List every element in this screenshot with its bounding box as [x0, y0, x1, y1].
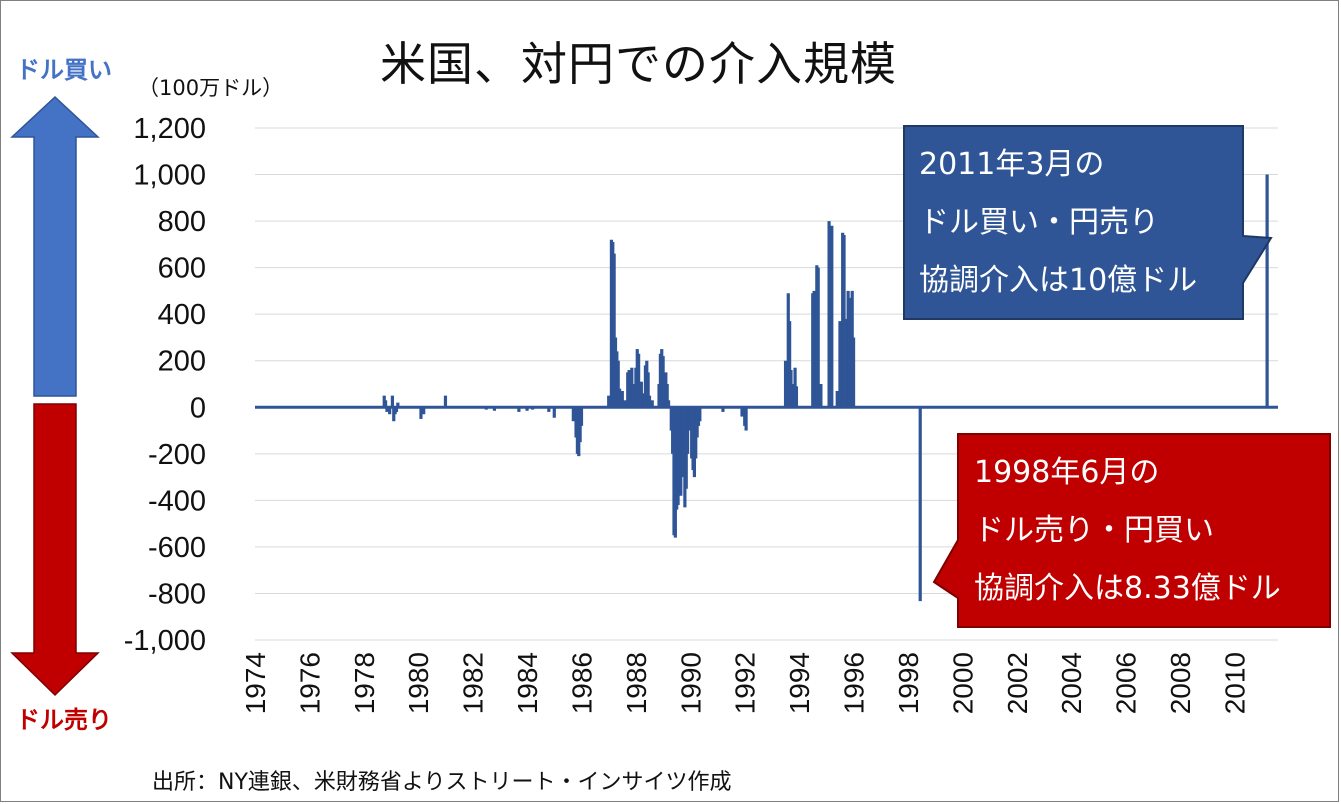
- dollar-sell-arrow: [10, 403, 100, 697]
- x-tick-label: 1980: [403, 652, 434, 714]
- x-axis-ticks: 1974 1976 1978 1980 1982 1984 1986 1988 1990 1992…: [240, 652, 1250, 714]
- annotation-line: ドル売り・円買い: [974, 513, 1214, 548]
- y-tick-label: 0: [190, 392, 206, 424]
- x-tick-label: 2006: [1111, 652, 1142, 714]
- y-tick-label: 600: [158, 253, 206, 285]
- callout-2011-shape: [903, 125, 1273, 320]
- y-tick-label: 1,200: [133, 113, 206, 145]
- annotation-1998-sell: 1998年6月の ドル売り・円買い 協調介入は8.33億ドル: [958, 435, 1330, 627]
- x-tick-label: 1976: [294, 652, 325, 714]
- y-tick-label: -800: [148, 578, 206, 610]
- annotation-line: 協調介入は10億ドル: [919, 263, 1198, 298]
- annotation-line: 2011年3月の: [919, 147, 1105, 182]
- callout-1998-shape: [932, 433, 1331, 628]
- x-tick-label: 1998: [893, 652, 924, 714]
- dollar-buy-label: ドル買い: [16, 56, 112, 84]
- dollar-sell-label: ドル売り: [16, 706, 112, 734]
- x-tick-label: 1996: [839, 652, 870, 714]
- intervention-series: [255, 174, 1278, 602]
- annotation-line: 協調介入は8.33億ドル: [974, 571, 1281, 606]
- x-tick-label: 1988: [621, 652, 652, 714]
- unit-label: （100万ドル）: [138, 76, 284, 100]
- y-tick-label: -600: [148, 532, 206, 564]
- direction-arrows: [10, 95, 100, 697]
- y-tick-label: 1,000: [133, 160, 206, 192]
- x-tick-label: 1986: [566, 652, 597, 714]
- x-tick-label: 2002: [1002, 652, 1033, 714]
- annotation-line: ドル買い・円売り: [919, 205, 1159, 240]
- y-tick-label: -400: [148, 485, 206, 517]
- annotation-2011-buy: 2011年3月の ドル買い・円売り 協調介入は10億ドル: [903, 127, 1243, 319]
- source-note: 出所：NY連銀、米財務省よりストリート・インサイツ作成: [152, 770, 732, 795]
- x-tick-label: 2004: [1056, 652, 1087, 714]
- y-tick-label: -200: [148, 439, 206, 471]
- chart-title: 米国、対円での介入規模: [380, 37, 897, 91]
- x-tick-label: 2000: [947, 652, 978, 714]
- y-tick-label: 800: [158, 206, 206, 238]
- y-tick-label: -1,000: [124, 625, 206, 657]
- x-tick-label: 2010: [1219, 652, 1250, 714]
- x-tick-label: 1982: [458, 652, 489, 714]
- y-axis-ticks: 1,200 1,000 800 600 400 200 0 -200 -400 -600 -800 -…: [124, 113, 206, 657]
- y-tick-label: 200: [158, 346, 206, 378]
- x-tick-label: 1992: [730, 652, 761, 714]
- x-tick-label: 1978: [349, 652, 380, 714]
- x-tick-label: 1984: [512, 652, 543, 714]
- x-tick-label: 2008: [1165, 652, 1196, 714]
- callout-shapes: [903, 125, 1331, 628]
- x-tick-label: 1990: [675, 652, 706, 714]
- x-tick-label: 1994: [784, 652, 815, 714]
- x-tick-label: 1974: [240, 652, 271, 714]
- annotation-line: 1998年6月の: [974, 455, 1160, 490]
- dollar-buy-arrow: [10, 95, 100, 397]
- y-tick-label: 400: [158, 299, 206, 331]
